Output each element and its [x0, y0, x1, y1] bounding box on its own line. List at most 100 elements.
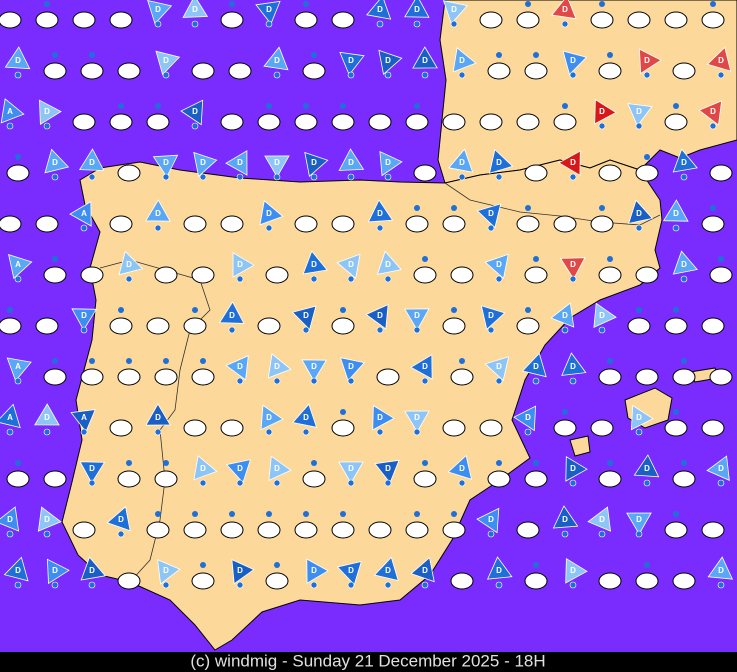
wind-triangle	[339, 357, 366, 382]
rain-drop	[384, 581, 392, 589]
wind-label: D	[636, 515, 642, 524]
calm-marker	[109, 11, 133, 29]
wind-symbol	[413, 164, 437, 182]
calm-marker	[191, 62, 215, 80]
rain-drop	[422, 460, 428, 466]
calm-marker	[376, 368, 400, 386]
wind-symbol: D	[336, 253, 361, 283]
rain-drop	[673, 511, 679, 517]
calm-marker	[220, 419, 244, 437]
rain-drop	[236, 479, 244, 487]
wind-symbol: D	[71, 308, 98, 334]
wind-triangle	[79, 461, 106, 484]
wind-symbol: D	[79, 461, 106, 487]
wind-label: D	[488, 311, 494, 320]
wind-symbol	[228, 62, 252, 80]
rain-drop	[125, 275, 133, 283]
rain-drop	[496, 52, 502, 58]
wind-symbol	[117, 164, 141, 182]
rain-drop	[421, 71, 429, 79]
calm-marker	[405, 521, 429, 539]
wind-label: D	[673, 209, 679, 218]
wind-label: D	[570, 362, 576, 371]
wind-triangle	[447, 454, 473, 480]
calm-marker	[635, 164, 659, 182]
wind-symbol: D	[404, 0, 430, 28]
wind-symbol: D	[37, 506, 62, 538]
wind-symbol	[80, 52, 104, 80]
calm-marker	[701, 11, 725, 29]
calm-marker	[6, 470, 30, 488]
wind-label: D	[155, 413, 161, 422]
rain-drop	[599, 205, 605, 211]
rain-drop	[673, 103, 679, 109]
wind-label: A	[15, 362, 21, 371]
calm-marker	[672, 572, 696, 590]
rain-drop	[598, 326, 606, 334]
calm-marker	[294, 11, 318, 29]
wind-symbol	[154, 358, 178, 386]
wind-label: A	[7, 413, 13, 422]
rain-drop	[51, 581, 59, 589]
rain-drop	[562, 409, 568, 415]
caption-bar	[0, 652, 737, 672]
wind-triangle	[484, 253, 509, 280]
wind-symbol	[635, 154, 659, 182]
wind-label: D	[422, 566, 428, 575]
rain-drop	[43, 428, 51, 436]
caption: (c) windmig - Sunday 21 December 2025 - …	[190, 651, 545, 670]
wind-triangle	[267, 353, 292, 379]
wind-symbol: D	[292, 403, 318, 436]
calm-marker	[146, 521, 170, 539]
rain-drop	[709, 122, 717, 130]
wind-symbol	[220, 1, 244, 29]
wind-triangle	[480, 305, 506, 331]
wind-symbol: D	[452, 47, 477, 79]
wind-label: D	[385, 158, 391, 167]
rain-drop	[340, 409, 346, 415]
wind-triangle	[152, 154, 179, 178]
calm-marker	[664, 11, 688, 29]
calm-marker	[450, 266, 474, 284]
rain-drop	[229, 1, 235, 7]
calm-marker	[265, 572, 289, 590]
wind-triangle	[292, 403, 318, 428]
rain-drop	[274, 562, 280, 568]
wind-symbol	[405, 205, 429, 233]
wind-symbol: D	[157, 559, 181, 589]
wind-triangle	[44, 148, 70, 174]
wind-triangle	[0, 98, 25, 124]
rain-drop	[680, 173, 688, 181]
calm-marker	[524, 164, 548, 182]
rain-drop	[303, 511, 309, 517]
wind-symbol: D	[404, 308, 430, 334]
wind-triangle	[367, 199, 394, 223]
rain-drop	[347, 275, 355, 283]
wind-symbol	[479, 11, 503, 29]
wind-symbol: D	[4, 46, 31, 79]
wind-triangle	[291, 305, 317, 331]
calm-marker	[117, 368, 141, 386]
wind-label: D	[163, 566, 169, 575]
wind-symbol: D	[231, 558, 255, 589]
wind-symbol: D	[259, 200, 284, 232]
wind-triangle	[558, 150, 581, 176]
wind-label: D	[200, 158, 206, 167]
calm-marker	[109, 215, 133, 233]
rain-drop	[561, 20, 569, 28]
wind-symbol	[405, 511, 429, 539]
rain-drop	[525, 307, 531, 313]
calm-marker	[516, 113, 540, 131]
wind-symbol: D	[145, 199, 171, 232]
wind-triangle	[260, 404, 284, 431]
rain-drop	[495, 275, 503, 283]
wind-symbol	[331, 511, 355, 539]
rain-drop	[6, 122, 14, 130]
calm-marker	[191, 368, 215, 386]
wind-symbol: D	[565, 557, 588, 589]
rain-drop	[533, 562, 539, 568]
calm-marker	[709, 266, 733, 284]
wind-symbol: D	[306, 558, 329, 589]
wind-symbol	[479, 113, 503, 131]
rain-drop	[413, 428, 421, 436]
